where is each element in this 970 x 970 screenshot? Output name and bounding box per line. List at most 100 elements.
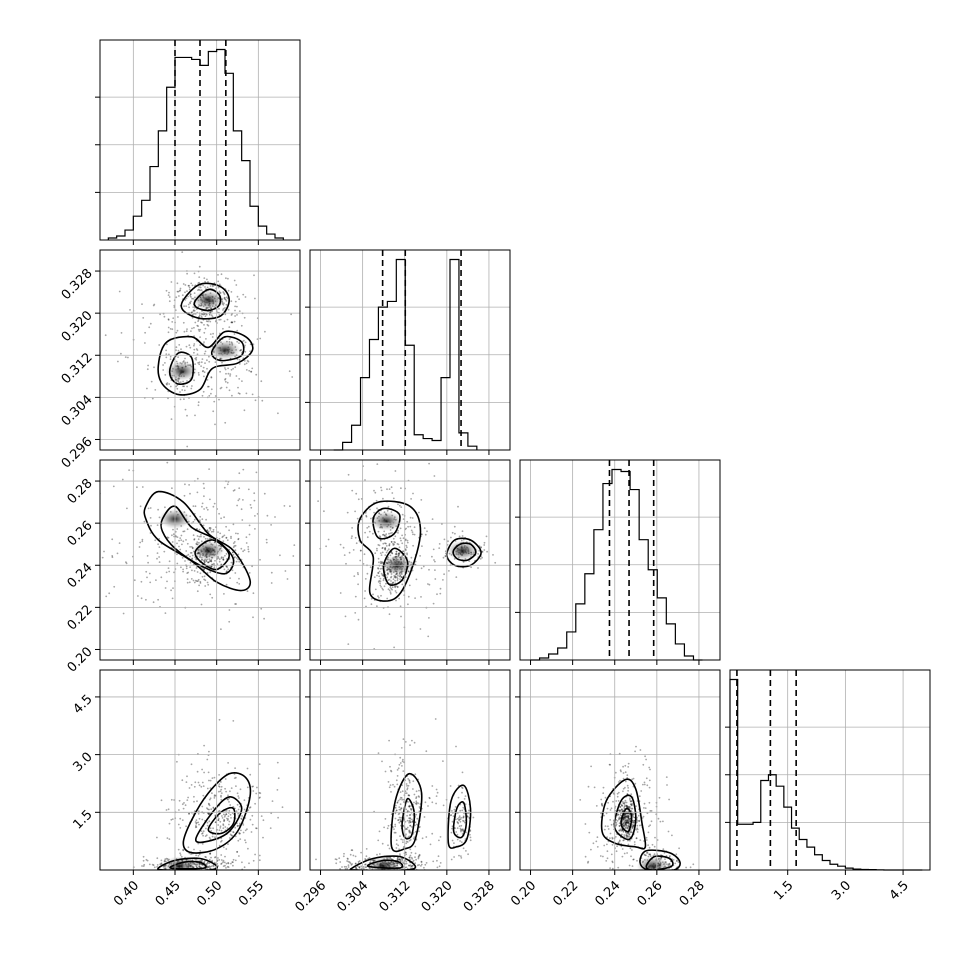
sample-point [392,871,394,873]
sample-point [675,853,678,856]
sample-point [224,368,227,371]
sample-point [625,822,627,824]
sample-point [626,774,629,777]
sample-point [396,586,399,589]
sample-point [439,836,442,838]
sample-point [207,320,210,323]
sample-point [406,877,408,879]
sample-point [181,779,184,782]
sample-point [212,827,215,830]
sample-point [103,550,105,553]
sample-point [198,363,201,366]
sample-point [246,767,249,770]
sample-point [206,323,209,326]
sample-point [198,784,201,787]
axes-frame [309,669,511,871]
sample-point [626,832,628,835]
hist-bar [666,624,675,660]
sample-point [394,817,397,820]
y-tick-label: 0.312 [59,350,96,387]
sample-point [165,356,168,359]
sample-point [443,573,445,576]
sample-point [401,583,404,586]
sample-point [207,813,210,816]
sample-point [203,882,205,884]
sample-point [406,809,409,812]
sample-point [611,867,614,870]
x-tick-label: 0.20 [508,878,539,909]
sample-point [623,823,626,826]
sample-point [366,874,368,876]
sample-point [407,801,409,803]
sample-point [159,313,162,316]
sample-point [381,551,384,554]
sample-point [469,830,472,832]
sample-point [432,860,435,863]
sample-point [397,543,400,546]
sample-point [410,529,413,532]
sample-point [247,847,249,850]
sample-point [342,872,344,874]
sample-point [233,333,236,335]
sample-point [195,348,198,350]
sample-point [626,827,629,830]
sample-point [194,858,197,861]
sample-point [167,331,170,334]
sample-point [236,851,239,853]
sample-point [235,532,237,535]
sample-point [431,785,434,787]
sample-point [425,750,428,753]
sample-point [425,862,428,864]
sample-point [397,529,399,532]
sample-point [190,296,192,298]
sample-point [213,797,216,799]
sample-point [186,414,188,417]
sample-point [654,836,656,839]
sample-point [218,558,221,561]
sample-point [358,866,361,869]
sample-point [231,551,234,554]
sample-point [394,804,397,807]
sample-point [409,848,412,851]
sample-point [396,857,399,860]
sample-point [630,829,632,831]
sample-point [394,576,397,578]
sample-point [636,859,638,862]
sample-point [105,595,108,598]
sample-point [202,482,205,485]
sample-point [415,906,417,908]
sample-point [467,853,469,856]
sample-point [146,368,149,371]
sample-point [209,852,212,854]
sample-point [364,590,366,592]
sample-point [631,865,634,867]
sample-point [395,599,397,602]
sample-point [158,344,161,346]
sample-point [373,489,375,492]
sample-point [626,819,628,822]
sample-point [286,578,289,580]
sample-point [455,576,458,578]
sample-point [462,829,465,832]
sample-point [223,861,226,864]
sample-point [394,576,397,579]
sample-point [222,827,225,830]
sample-point [210,565,213,568]
sample-point [229,577,232,579]
sample-point [623,824,625,827]
sample-point [345,562,347,565]
sample-point [414,871,416,873]
sample-point [190,853,193,855]
sample-point [405,792,408,795]
sample-point [193,348,196,351]
sample-point [210,560,213,563]
sample-point [396,577,399,580]
sample-point [244,341,247,344]
sample-point [228,810,231,812]
hist-bar [815,855,823,870]
sample-point [168,838,171,840]
sample-point [645,777,648,780]
sample-point [173,799,176,801]
sample-point [217,819,220,822]
sample-point [428,568,430,571]
